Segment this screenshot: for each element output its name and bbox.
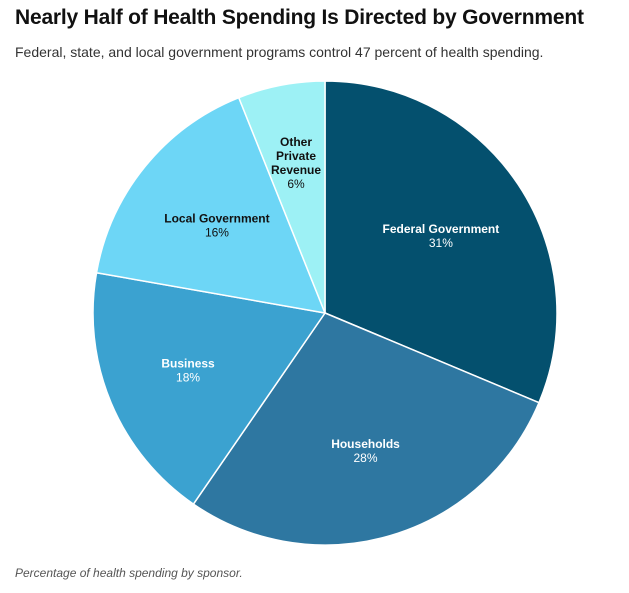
slice-label: Private [276,149,316,163]
slice-value-label: 28% [354,451,378,465]
slice-label: Business [161,357,215,371]
slice-label: Revenue [271,163,321,177]
slice-value-label: 18% [176,371,200,385]
pie-slice-business [92,271,327,506]
pie-slice-local-government [95,96,327,314]
pie-slice-other-private-revenue [237,80,326,314]
slice-value-label: 6% [287,177,305,191]
chart-title: Nearly Half of Health Spending Is Direct… [15,6,584,29]
slice-value-label: 31% [429,236,453,250]
slice-label: Local Government [164,211,269,225]
pie-slice-households [192,312,540,546]
slice-label: Federal Government [383,222,500,236]
pie-slices [92,80,558,546]
pie-slice-federal-government [324,80,558,404]
slice-label: Households [331,437,400,451]
chart-note: Percentage of health spending by sponsor… [15,566,243,580]
chart-subtitle: Federal, state, and local government pro… [15,44,544,60]
slice-value-label: 16% [205,225,229,239]
slice-label: Other [280,135,312,149]
